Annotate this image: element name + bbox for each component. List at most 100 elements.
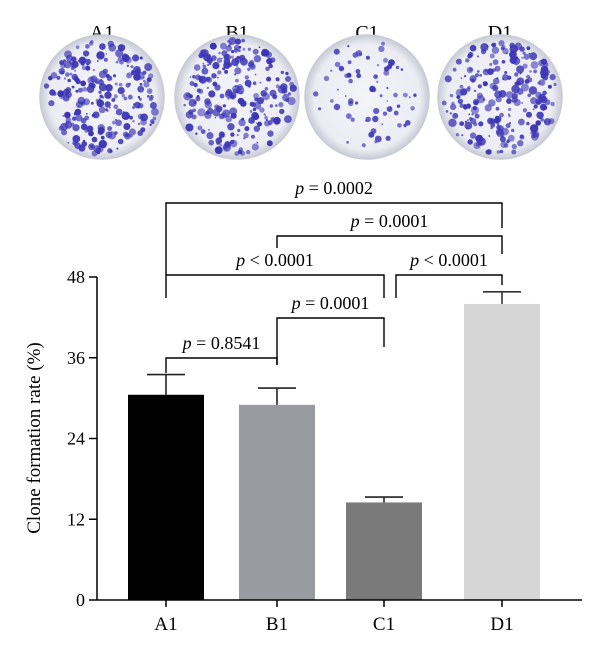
colony-dot xyxy=(372,115,379,123)
colony-dot xyxy=(256,141,259,144)
colony-dot xyxy=(227,97,230,100)
colony-dot xyxy=(143,81,150,88)
colony-dot xyxy=(264,115,268,120)
colony-dot xyxy=(258,46,261,49)
colony-dot xyxy=(107,40,115,48)
colony-dot xyxy=(461,134,464,137)
colony-dot xyxy=(204,111,212,119)
colony-dot xyxy=(218,51,221,55)
colony-dot xyxy=(375,75,377,78)
dish-plate xyxy=(174,34,300,160)
colony-dot xyxy=(497,123,500,126)
colony-dot xyxy=(507,75,512,80)
colony-dot xyxy=(234,73,237,76)
colony-dot xyxy=(246,149,251,155)
colony-dot xyxy=(289,81,295,87)
colony-dot xyxy=(313,91,319,97)
colony-dot xyxy=(126,114,131,119)
bar-d1 xyxy=(464,303,540,600)
colony-dot xyxy=(75,78,81,85)
colony-dot xyxy=(347,60,352,65)
colony-dot xyxy=(99,78,103,82)
colony-dot xyxy=(264,87,269,91)
colony-dot xyxy=(65,72,70,77)
colony-dot xyxy=(257,97,264,105)
colony-dot xyxy=(229,92,237,100)
colony-dot xyxy=(234,44,240,51)
colony-dot xyxy=(489,118,496,125)
colony-dot xyxy=(146,95,150,98)
colony-dot xyxy=(403,123,407,128)
colony-dot xyxy=(116,147,119,150)
colony-dot xyxy=(107,131,117,140)
bracket-line xyxy=(165,274,385,298)
p-value-text: = 0.0002 xyxy=(304,178,373,198)
colony-dot xyxy=(382,111,388,116)
colony-dot xyxy=(254,73,257,76)
colony-dot xyxy=(361,143,366,148)
colony-dot xyxy=(395,65,400,70)
colony-dot xyxy=(482,81,488,87)
colony-dot xyxy=(467,53,473,59)
colony-dot xyxy=(80,80,87,87)
colony-dot xyxy=(530,61,539,69)
colony-dot xyxy=(455,58,462,65)
colony-dot xyxy=(489,62,493,66)
colony-dot xyxy=(223,61,231,69)
colony-dot xyxy=(185,111,194,119)
colony-dot xyxy=(535,91,542,99)
colony-dot xyxy=(82,86,88,92)
colony-dot xyxy=(247,67,251,71)
colony-dot xyxy=(474,113,480,119)
colony-dot xyxy=(455,133,459,137)
colony-dot xyxy=(265,66,270,72)
colony-dot xyxy=(532,108,535,111)
colony-dot xyxy=(523,53,530,60)
colony-dot xyxy=(516,65,525,74)
colony-dot xyxy=(236,65,239,67)
colony-dot xyxy=(193,82,198,88)
colony-dot xyxy=(212,108,221,117)
colony-dot xyxy=(386,106,393,112)
colony-dot xyxy=(92,111,100,119)
colony-dot xyxy=(149,95,154,100)
colony-dot xyxy=(97,145,104,153)
colony-dot xyxy=(506,98,512,104)
colony-dot xyxy=(480,135,483,137)
colony-dot xyxy=(139,97,142,101)
colony-dot xyxy=(259,107,265,113)
colony-dot xyxy=(502,74,509,81)
colony-dot xyxy=(509,56,517,64)
colony-dot xyxy=(464,120,467,123)
colony-dot xyxy=(146,88,153,94)
colony-dot xyxy=(519,46,525,52)
colony-dot xyxy=(61,129,68,136)
colony-dot xyxy=(383,57,388,63)
colony-dot xyxy=(207,54,211,59)
colony-dot xyxy=(540,73,546,79)
p-value-text: = 0.0001 xyxy=(360,211,429,231)
colony-dot xyxy=(491,42,497,48)
colony-dot xyxy=(544,120,547,123)
colony-dot xyxy=(489,53,495,59)
colony-dot xyxy=(233,88,238,94)
bar-series xyxy=(128,303,540,600)
colony-dot xyxy=(255,122,258,124)
colony-dot xyxy=(88,82,93,88)
colony-dot xyxy=(365,116,371,123)
bracket-line xyxy=(165,357,278,373)
colony-dot xyxy=(469,67,473,72)
colony-dot xyxy=(477,84,482,89)
colony-dot xyxy=(260,90,267,97)
colony-dot xyxy=(464,121,473,130)
colony-dot xyxy=(249,101,255,107)
colony-dot xyxy=(56,75,61,80)
colony-dot xyxy=(527,77,533,83)
colony-dot xyxy=(105,73,110,78)
colony-dot xyxy=(529,70,532,73)
colony-dot xyxy=(250,134,256,139)
colony-dot xyxy=(219,108,222,111)
colony-dot xyxy=(543,105,548,110)
colony-dot xyxy=(102,68,109,75)
colony-dot xyxy=(264,120,271,127)
